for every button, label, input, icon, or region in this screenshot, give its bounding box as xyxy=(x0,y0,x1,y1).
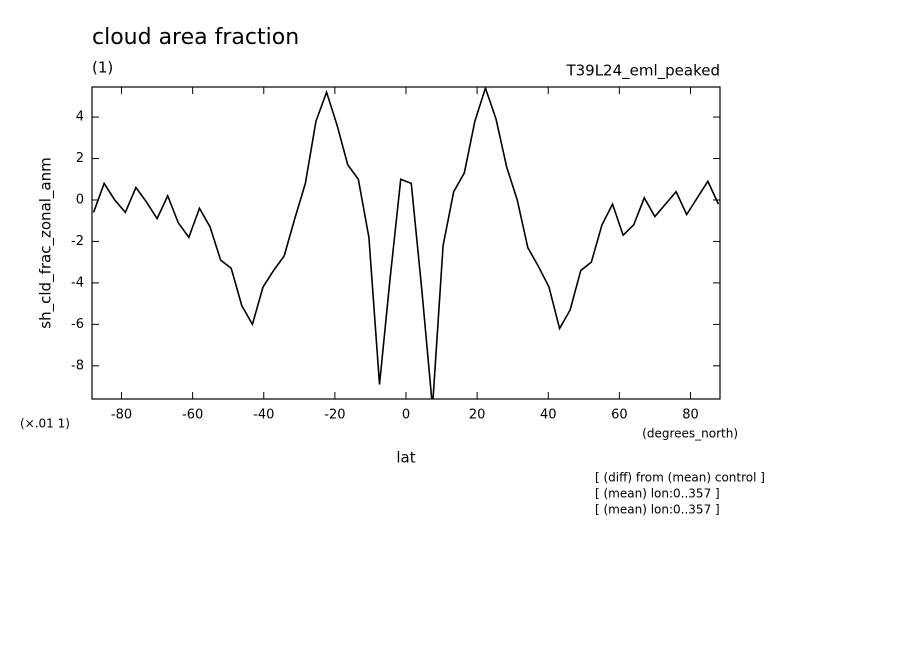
note: [ (diff) from (mean) control ] xyxy=(595,471,765,485)
data-line xyxy=(92,87,720,399)
x-units: (degrees_north) xyxy=(642,427,738,441)
plot-frame xyxy=(91,86,721,400)
experiment-label: T39L24_eml_peaked xyxy=(565,62,720,81)
subtitle: (1) xyxy=(92,59,113,77)
x-tick-label: -40 xyxy=(253,408,274,423)
x-tick-label: 40 xyxy=(540,408,557,423)
y-axis-label: sh_cld_frac_zonal_anm xyxy=(37,157,56,328)
x-tick-label: 60 xyxy=(611,408,628,423)
x-tick-label: -60 xyxy=(182,408,203,423)
chart-title: cloud area fraction xyxy=(92,25,299,50)
y-tick-label: -8 xyxy=(71,358,84,373)
y-scale-note: (×.01 1) xyxy=(20,417,70,431)
note: [ (mean) lon:0..357 ] xyxy=(595,487,720,501)
y-tick-label: -2 xyxy=(71,234,84,249)
x-tick-label: 0 xyxy=(402,408,410,423)
y-tick-label: 2 xyxy=(76,151,84,166)
x-tick-label: -20 xyxy=(324,408,345,423)
x-tick-label: 80 xyxy=(682,408,699,423)
y-tick-label: -4 xyxy=(71,275,84,290)
y-tick-label: 4 xyxy=(76,110,84,125)
y-tick-label: -6 xyxy=(71,317,84,332)
x-tick-label: 20 xyxy=(469,408,486,423)
y-tick-label: 0 xyxy=(76,192,84,207)
x-axis-label: lat xyxy=(396,449,415,467)
x-tick-label: -80 xyxy=(111,408,132,423)
note: [ (mean) lon:0..357 ] xyxy=(595,503,720,517)
